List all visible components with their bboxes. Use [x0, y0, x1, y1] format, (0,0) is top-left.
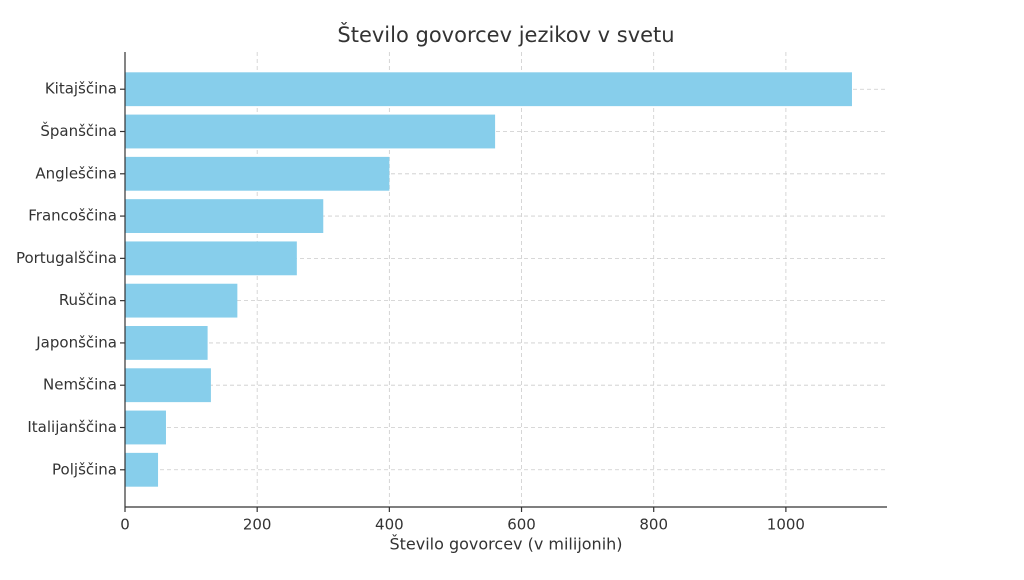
chart-title: Število govorcev jezikov v svetu [337, 22, 674, 47]
x-tick-label: 0 [120, 516, 130, 534]
bar [125, 452, 159, 487]
x-tick-label: 400 [375, 516, 404, 534]
bar [125, 199, 324, 233]
bar [125, 368, 211, 403]
x-tick-label: 600 [507, 516, 536, 534]
x-axis-label: Število govorcev (v milijonih) [389, 535, 622, 554]
x-tick-label: 1000 [767, 516, 805, 534]
bar [125, 283, 238, 318]
y-tick-label: Španščina [40, 121, 117, 140]
y-tick-label: Kitajščina [45, 80, 117, 98]
bar [125, 114, 496, 149]
bar [125, 326, 208, 360]
bar [125, 241, 297, 276]
x-tick-label: 200 [243, 516, 272, 534]
bar [125, 410, 166, 445]
bar [125, 156, 390, 191]
y-tick-label: Nemščina [43, 376, 117, 394]
bar [125, 72, 852, 107]
y-tick-label: Portugalščina [16, 249, 117, 267]
y-tick-label: Poljščina [52, 460, 117, 478]
y-tick-label: Angleščina [35, 164, 117, 182]
y-tick-label: Francoščina [28, 207, 117, 225]
y-tick-label: Ruščina [59, 291, 117, 309]
x-tick-label: 800 [639, 516, 668, 534]
y-tick-label: Italijanščina [27, 418, 117, 436]
y-tick-label: Japonščina [35, 333, 117, 351]
